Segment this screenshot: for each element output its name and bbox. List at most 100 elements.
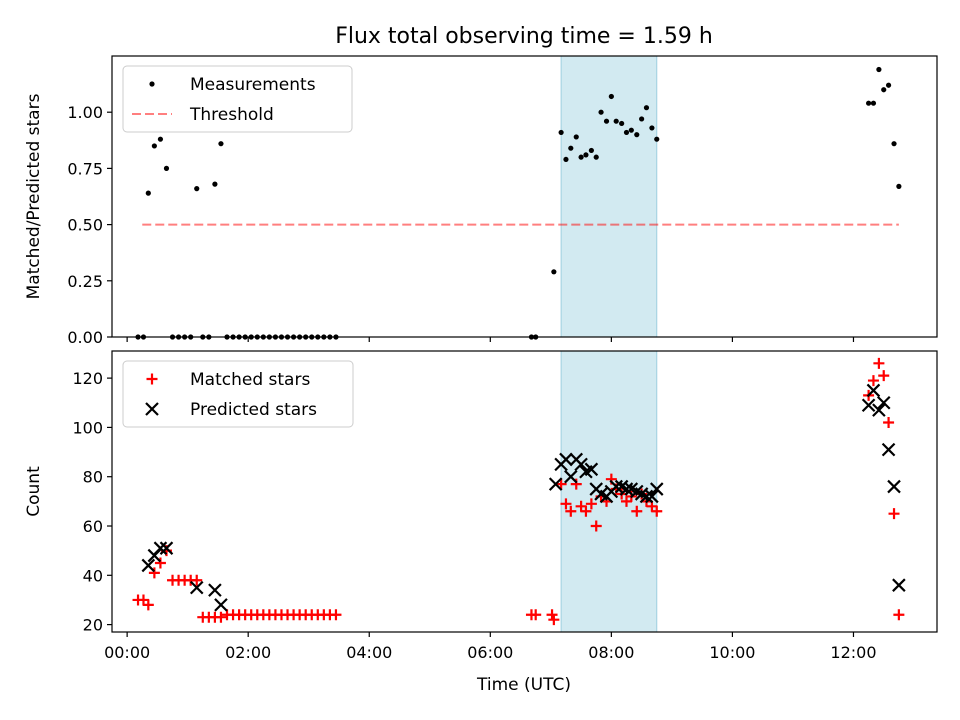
predicted-stars-point [887, 479, 901, 494]
matched-stars-point [867, 375, 879, 387]
x-tick-label: 00:00 [104, 643, 150, 662]
predicted-stars-point [584, 462, 599, 477]
y-tick-label: 80 [83, 468, 103, 487]
measurement-point [598, 109, 604, 115]
y-tick-label: 0.75 [67, 159, 103, 178]
predicted-stars-point [876, 395, 891, 410]
measurement-point [563, 156, 569, 163]
matched-stars-point [888, 508, 900, 520]
measurement-point [212, 181, 218, 187]
y-tick-label: 0.50 [67, 216, 103, 235]
measurement-point [568, 145, 574, 151]
matched-stars-point [148, 567, 160, 579]
matched-stars-point [631, 505, 643, 517]
predicted-stars-point [189, 580, 204, 595]
measurement-point [870, 100, 877, 106]
matched-stars-point [580, 505, 592, 517]
measurement-point [613, 118, 619, 124]
measurement-point [588, 147, 594, 154]
measurement-point [157, 136, 164, 142]
matched-stars-point [651, 505, 663, 517]
matched-stars-point [575, 500, 587, 512]
measurement-point [881, 87, 887, 93]
y-tick-label: 0.25 [67, 272, 103, 291]
legend-swatch [149, 81, 155, 87]
legend-box [122, 65, 353, 133]
matched-stars-point [142, 599, 154, 611]
measurement-point [145, 190, 151, 196]
legend: Measurements Threshold [122, 65, 353, 133]
measurement-point [619, 120, 625, 127]
predicted-stars-point [866, 383, 881, 398]
x-tick-label: 02:00 [225, 643, 271, 662]
predicted-stars-point [872, 403, 886, 417]
measurement-point [578, 154, 584, 160]
bottom-panel: 20 40 60 80 100 120 00:00 02:00 04:00 06:00 08:00 1… [24, 350, 938, 662]
measurement-point [639, 116, 645, 122]
x-axis-label: Time (UTC) [476, 675, 571, 695]
matched-stars-point [565, 505, 577, 517]
predicted-stars-point [559, 452, 573, 467]
legend-label: Predicted stars [190, 400, 317, 420]
matched-stars-point [570, 478, 582, 490]
matched-stars-point [546, 609, 558, 621]
matched-stars-point [137, 594, 149, 606]
matched-stars-point [560, 498, 572, 510]
predicted-stars-point [564, 469, 578, 484]
legend-swatch [146, 373, 158, 385]
measurement-point [634, 132, 640, 138]
matched-stars-point [590, 520, 602, 532]
measurement-point [643, 105, 650, 111]
measurement-point [151, 143, 157, 149]
matched-stars-point [893, 609, 905, 621]
matched-stars-point [330, 609, 342, 621]
x-tick-label: 06:00 [467, 643, 513, 662]
predicted-stars-point [645, 489, 659, 504]
measurement-point [628, 127, 634, 133]
y-tick-label: 120 [72, 369, 103, 388]
shaded-interval [560, 55, 658, 338]
measurement-point [866, 100, 872, 106]
predicted-stars-point [649, 482, 664, 496]
measurement-point [194, 186, 200, 192]
measurement-point [551, 269, 557, 275]
predicted-stars-point [214, 598, 228, 612]
y-tick-label: 60 [83, 517, 103, 536]
measurement-point [654, 136, 660, 142]
y-tick-label: 0.00 [67, 328, 103, 347]
predicted-stars-point [861, 398, 876, 413]
legend-label: Threshold [189, 105, 274, 125]
measurement-point [163, 165, 170, 171]
matched-stars-point [530, 609, 542, 621]
predicted-stars-point [881, 442, 896, 457]
predicted-stars-point [574, 457, 588, 472]
measurement-point [593, 154, 599, 160]
axes-frame [111, 350, 938, 633]
y-axis-label: Matched/Predicted stars [24, 93, 44, 299]
top-panel: 0.00 0.25 0.50 0.75 1.00 Matched/Predicted st… [24, 55, 938, 347]
predicted-stars-point [141, 558, 156, 573]
measurement-point [573, 134, 579, 140]
matched-stars-point [873, 357, 885, 369]
legend-swatch [145, 402, 159, 416]
measurement-point [623, 129, 630, 136]
y-tick-label: 1.00 [67, 103, 103, 122]
predicted-stars-point [548, 477, 563, 491]
matched-stars-point [215, 611, 227, 623]
matched-stars-point [154, 557, 166, 569]
matched-stars-point [878, 370, 890, 382]
y-tick-label: 100 [72, 418, 103, 437]
measurement-point [885, 82, 892, 88]
measurement-point [608, 93, 614, 100]
measurement-point [649, 125, 655, 131]
measurement-point [218, 141, 224, 147]
y-tick-label: 40 [83, 566, 103, 585]
matched-stars-point [620, 495, 632, 507]
matched-stars-point [548, 614, 560, 626]
predicted-stars-point [639, 489, 654, 504]
axes-frame [111, 55, 938, 338]
x-tick-label: 10:00 [709, 643, 755, 662]
predicted-stars-point [208, 583, 222, 597]
legend-label: Matched stars [190, 370, 310, 390]
